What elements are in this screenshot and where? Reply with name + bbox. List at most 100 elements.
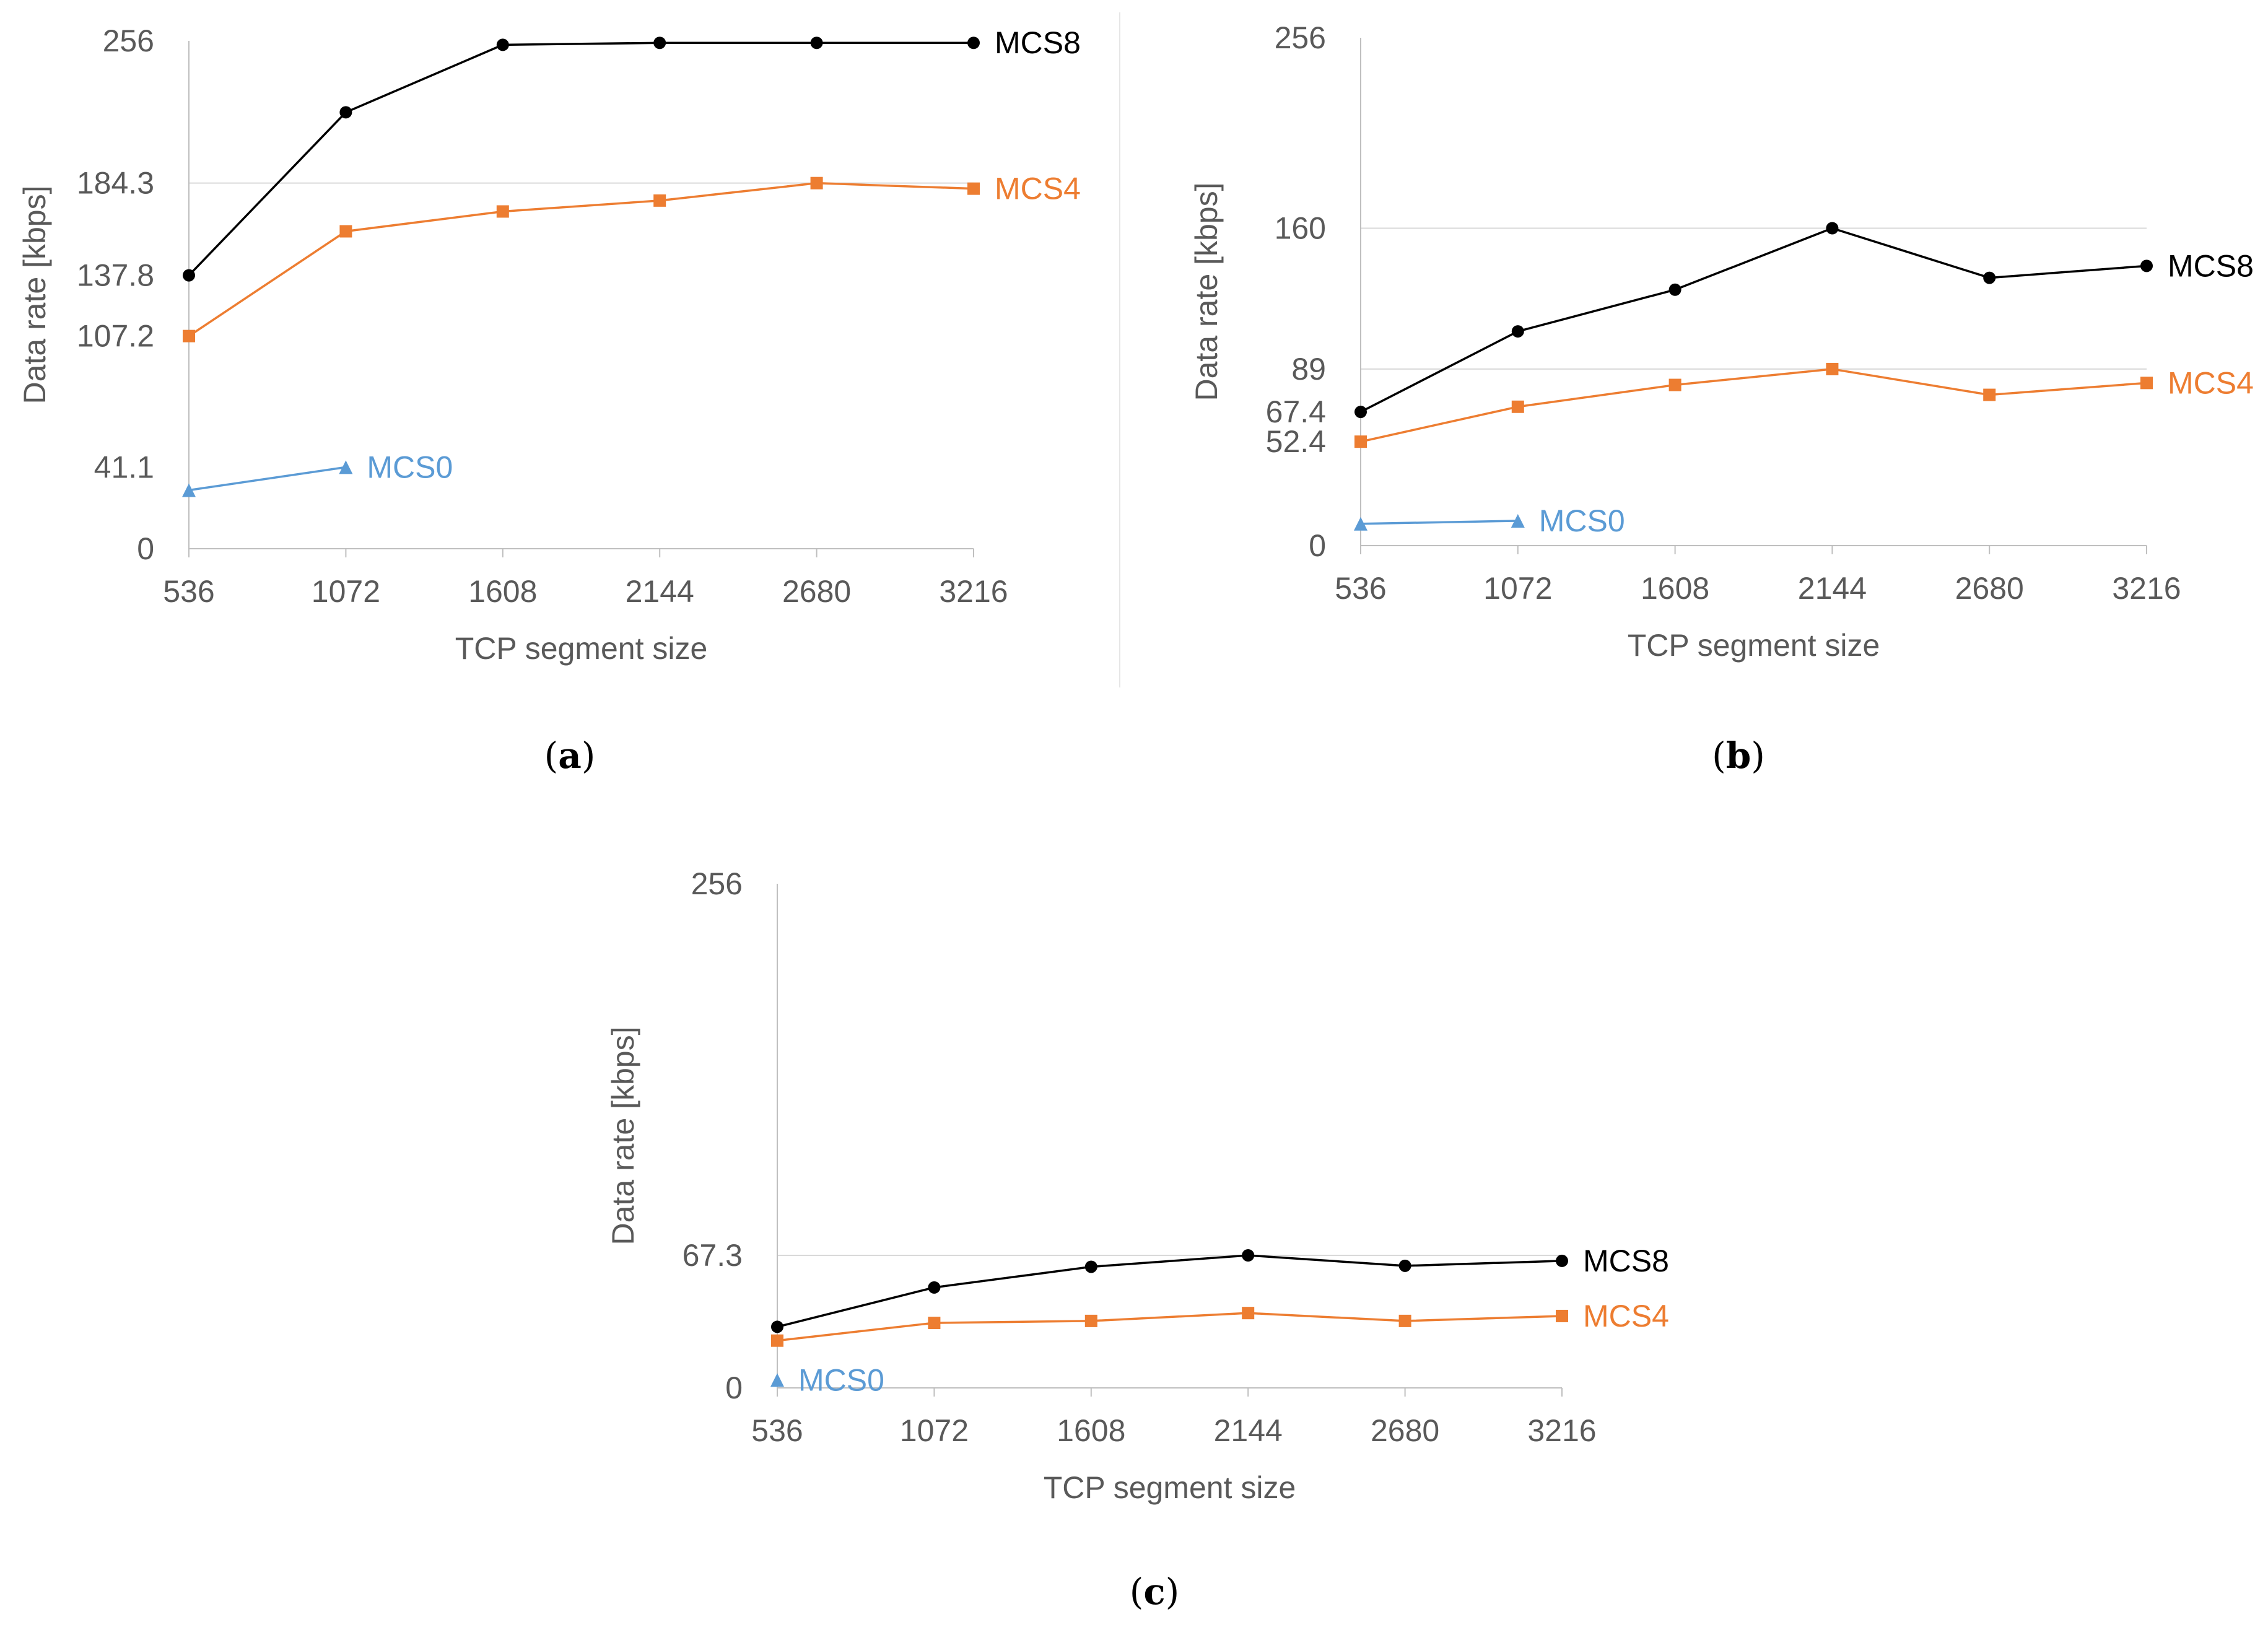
x-axis-title-c: TCP segment size — [1044, 1470, 1296, 1505]
point-mcs8-b-1 — [1511, 325, 1524, 338]
point-mcs8-a-1 — [339, 106, 352, 119]
series-line-mcs8-c — [777, 1254, 1563, 1328]
x-tick-label-a-2: 1608 — [468, 574, 537, 609]
point-mcs4-b-5 — [2140, 377, 2153, 390]
point-mcs8-b-2 — [1668, 283, 1681, 296]
x-tick-label-b-0: 536 — [1335, 571, 1386, 606]
x-tick-label-a-3: 2144 — [626, 574, 694, 609]
point-mcs4-b-1 — [1511, 400, 1524, 413]
y-tick-label-c-0: 0 — [725, 1371, 743, 1405]
series-label-mcs8-c: MCS8 — [1583, 1244, 1669, 1278]
point-mcs8-a-4 — [810, 37, 823, 50]
y-tick-label-b-2: 67.4 — [1266, 395, 1326, 429]
point-mcs4-b-0 — [1354, 435, 1367, 448]
point-mcs4-a-4 — [810, 177, 823, 190]
point-mcs8-b-0 — [1354, 406, 1367, 419]
caption-c-open: ( — [1130, 1571, 1144, 1613]
point-mcs8-b-3 — [1826, 222, 1839, 235]
x-tick-label-b-1: 1072 — [1483, 571, 1552, 606]
x-tick-label-c-0: 536 — [751, 1413, 803, 1448]
point-mcs8-c-5 — [1556, 1254, 1568, 1267]
series-label-mcs0-c: MCS0 — [798, 1362, 884, 1397]
series-label-mcs4-a: MCS4 — [995, 172, 1081, 206]
point-mcs4-a-5 — [967, 182, 980, 195]
x-axis-title-b: TCP segment size — [1628, 628, 1880, 663]
point-mcs4-a-2 — [496, 205, 509, 218]
point-mcs4-a-1 — [339, 225, 352, 238]
point-mcs8-a-2 — [496, 38, 509, 51]
series-label-mcs8-a: MCS8 — [995, 25, 1081, 60]
x-tick-label-a-1: 1072 — [312, 574, 380, 609]
caption-c: (c) — [1130, 1571, 1180, 1613]
series-line-mcs8-a — [188, 41, 974, 276]
x-tick-label-a-4: 2680 — [782, 574, 851, 609]
x-tick-label-a-5: 3216 — [939, 574, 1008, 609]
series-line-mcs4-a — [188, 181, 974, 338]
y-tick-label-b-4: 160 — [1275, 211, 1326, 246]
point-mcs8-a-5 — [967, 37, 980, 50]
x-tick-label-b-5: 3216 — [2112, 571, 2181, 606]
series-label-mcs0-a: MCS0 — [367, 450, 453, 484]
caption-b-open: ( — [1712, 735, 1726, 777]
point-mcs4-c-2 — [1084, 1314, 1097, 1327]
series-label-mcs0-b: MCS0 — [1539, 504, 1625, 538]
point-mcs4-c-5 — [1556, 1309, 1568, 1322]
caption-b-letter: b — [1726, 735, 1751, 777]
point-mcs8-c-4 — [1398, 1259, 1411, 1272]
x-tick-label-b-4: 2680 — [1955, 571, 2024, 606]
y-tick-label-b-0: 0 — [1309, 528, 1326, 563]
point-mcs8-a-0 — [183, 269, 195, 282]
point-mcs4-c-0 — [771, 1334, 783, 1347]
caption-c-close: ) — [1166, 1571, 1180, 1613]
x-tick-label-c-3: 2144 — [1214, 1413, 1283, 1448]
series-label-mcs4-c: MCS4 — [1583, 1299, 1669, 1333]
point-mcs8-c-3 — [1242, 1249, 1255, 1262]
series-line-mcs0-b — [1360, 520, 1518, 525]
point-mcs0-b-0 — [1354, 517, 1367, 531]
caption-a-open: ( — [544, 735, 559, 777]
y-tick-label-b-1: 52.4 — [1266, 424, 1326, 459]
y-axis-title-b: Data rate [kbps] — [1189, 183, 1224, 401]
y-tick-label-b-5: 256 — [1275, 20, 1326, 55]
point-mcs8-a-3 — [653, 37, 666, 50]
point-mcs8-c-2 — [1084, 1260, 1097, 1273]
x-tick-label-c-4: 2680 — [1371, 1413, 1439, 1448]
x-axis-title-a: TCP segment size — [455, 631, 708, 666]
point-mcs8-c-1 — [928, 1281, 941, 1294]
point-mcs4-a-0 — [183, 329, 195, 342]
y-tick-label-b-3: 89 — [1291, 352, 1326, 386]
x-tick-label-b-2: 1608 — [1641, 571, 1709, 606]
y-tick-label-c-1: 67.3 — [683, 1238, 743, 1273]
caption-a-close: ) — [582, 735, 596, 777]
series-line-mcs4-c — [777, 1312, 1563, 1342]
point-mcs8-b-4 — [1983, 271, 1996, 284]
point-mcs4-c-1 — [928, 1317, 941, 1330]
point-mcs0-c-0 — [770, 1373, 784, 1387]
y-tick-label-a-5: 256 — [103, 24, 154, 58]
x-tick-label-c-1: 1072 — [900, 1413, 969, 1448]
x-tick-label-a-0: 536 — [163, 574, 214, 609]
point-mcs8-c-0 — [771, 1320, 783, 1333]
point-mcs0-a-0 — [182, 483, 196, 497]
point-mcs4-a-3 — [653, 194, 666, 207]
caption-a: (a) — [544, 735, 596, 777]
point-mcs4-c-3 — [1242, 1307, 1255, 1320]
y-tick-label-a-3: 137.8 — [77, 258, 154, 293]
x-tick-label-c-2: 1608 — [1057, 1413, 1125, 1448]
y-axis-title-a: Data rate [kbps] — [17, 186, 52, 404]
y-tick-label-a-0: 0 — [137, 531, 154, 566]
series-label-mcs4-b: MCS4 — [2168, 365, 2254, 400]
x-tick-label-b-3: 2144 — [1798, 571, 1867, 606]
y-axis-title-c: Data rate [kbps] — [606, 1027, 640, 1245]
y-tick-label-a-2: 107.2 — [77, 319, 154, 354]
y-tick-label-c-2: 256 — [691, 866, 743, 901]
y-tick-label-a-4: 184.3 — [77, 166, 154, 201]
series-line-mcs0-a — [188, 466, 346, 492]
x-tick-label-c-5: 3216 — [1527, 1413, 1596, 1448]
caption-b: (b) — [1712, 735, 1765, 777]
chart-c: 536 1072 1608 2144 2680 3216 0 67.3 256 TCP segme… — [606, 866, 1669, 1505]
point-mcs0-a-1 — [339, 460, 353, 474]
point-mcs4-b-3 — [1826, 362, 1839, 375]
series-label-mcs8-b: MCS8 — [2168, 248, 2254, 283]
